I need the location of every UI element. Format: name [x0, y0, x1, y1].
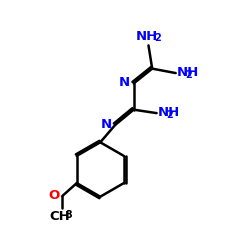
Text: 2: 2	[166, 110, 172, 120]
Text: O: O	[48, 189, 59, 202]
Text: 2: 2	[154, 33, 161, 43]
Text: NH: NH	[136, 30, 158, 43]
Text: CH: CH	[49, 210, 70, 223]
Text: N: N	[119, 76, 130, 89]
Text: 3: 3	[66, 210, 72, 220]
Text: N: N	[100, 118, 112, 131]
Text: NH: NH	[177, 66, 199, 79]
Text: 2: 2	[185, 70, 192, 80]
Text: NH: NH	[158, 106, 180, 119]
